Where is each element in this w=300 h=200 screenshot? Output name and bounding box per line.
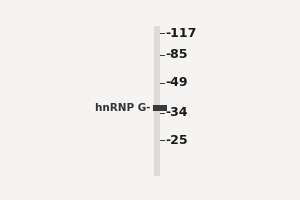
Text: hnRNP G-: hnRNP G- [95,103,150,113]
Text: -117: -117 [165,27,197,40]
Text: -25: -25 [165,134,188,147]
Bar [154,26,160,176]
Bar [153,105,166,111]
Text: -49: -49 [165,76,188,89]
Text: -34: -34 [165,106,188,119]
Text: -85: -85 [165,48,188,61]
